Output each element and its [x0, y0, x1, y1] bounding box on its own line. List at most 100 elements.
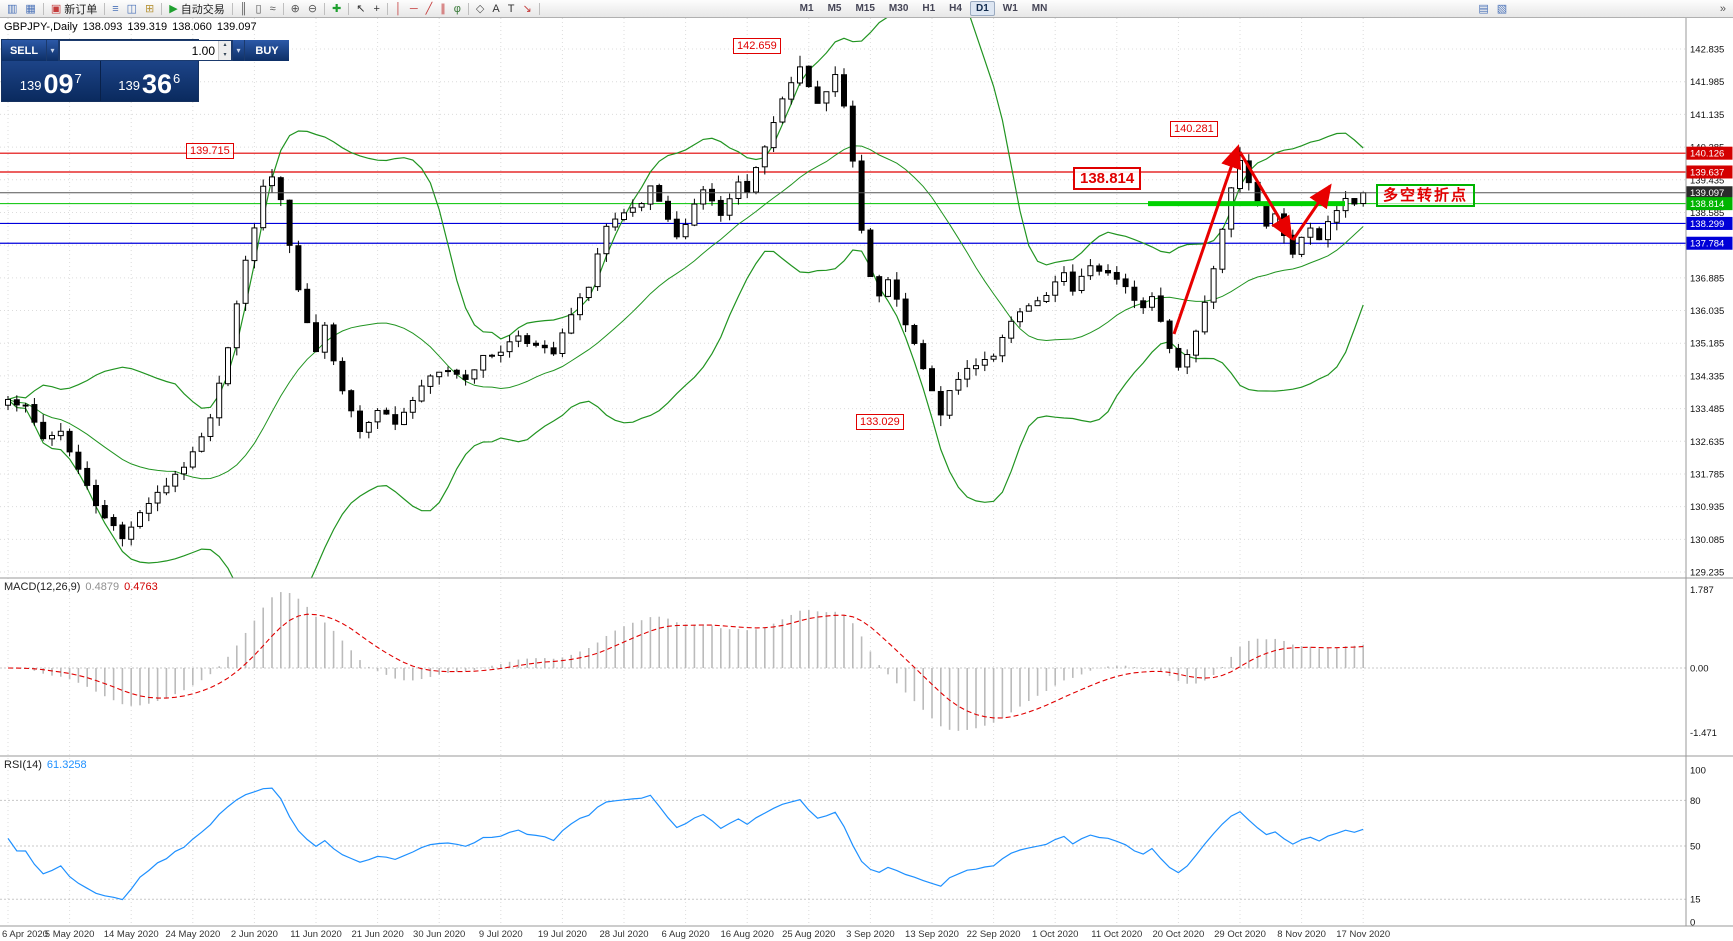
timeframe-d1-button[interactable]: D1	[969, 1, 995, 16]
timeframe-m1-button[interactable]: M1	[799, 3, 814, 14]
label-icon[interactable]: T	[504, 1, 519, 17]
toolbar-separator	[282, 2, 284, 15]
timeframe-mn-button[interactable]: MN	[1031, 3, 1048, 14]
price-annotation[interactable]: 133.029	[856, 414, 904, 430]
new-order-button-label: 新订单	[64, 3, 98, 16]
buy-button-label: BUY	[255, 44, 279, 57]
chart-grid	[0, 18, 1686, 926]
zoom-out-icon[interactable]: ⊖	[304, 1, 321, 17]
trendline-icon[interactable]: ╱	[422, 1, 437, 17]
price-badge-label: 138.299	[1690, 219, 1724, 230]
order-prices-row: 139 09 7 139 36 6	[2, 61, 198, 101]
tile-windows-icon[interactable]: ▤	[1474, 1, 1492, 17]
price-annotation[interactable]: 140.281	[1170, 121, 1218, 137]
toolbar-overflow-icon[interactable]: »	[1716, 1, 1730, 17]
toolbar-separator	[467, 2, 469, 15]
price-tick-label: 132.635	[1690, 437, 1724, 448]
price-tick-label: 139.435	[1690, 175, 1724, 186]
navigator-icon[interactable]: ⊞	[141, 1, 158, 17]
line-chart-icon[interactable]: ≈	[266, 1, 280, 17]
new-order-button[interactable]: ▣ 新订单	[47, 1, 101, 17]
sell-options-caret-icon[interactable]: ▾	[46, 40, 59, 61]
price-badge-label: 139.097	[1690, 188, 1724, 199]
price-badge-label: 139.637	[1690, 167, 1724, 178]
trend-arrow[interactable]	[1238, 151, 1293, 241]
buy-price-sup: 6	[173, 71, 181, 86]
data-window-icon[interactable]: ◫	[123, 1, 141, 17]
cascade-windows-icon[interactable]: ▧	[1493, 1, 1511, 17]
shapes-icon[interactable]: ◇	[472, 1, 488, 17]
price-annotation[interactable]: 142.659	[733, 38, 781, 54]
price-tick-label: 133.485	[1690, 404, 1724, 415]
zoom-in-icon[interactable]: ⊕	[287, 1, 304, 17]
toolbar-separator	[324, 2, 326, 15]
arrows-icon[interactable]: ↘	[518, 1, 535, 17]
timeframe-group: M1 M5 M15 M30 H1 H4 D1 W1 MN	[793, 0, 1055, 17]
timeframe-m5-button[interactable]: M5	[827, 3, 842, 14]
price-badge	[1686, 197, 1733, 211]
candles-icon[interactable]: ▯	[252, 1, 266, 17]
date-tick-label: 6 Aug 2020	[662, 929, 710, 940]
text-icon[interactable]: A	[488, 1, 503, 17]
price-annotation[interactable]: 139.715	[186, 143, 234, 159]
timeframe-m30-button[interactable]: M30	[888, 3, 909, 14]
text-icon-glyph: A	[492, 2, 500, 15]
volume-decrease-icon[interactable]: ▾	[219, 50, 231, 60]
fibonacci-icon[interactable]: φ	[450, 1, 465, 17]
volume-input[interactable]	[60, 41, 218, 60]
vertical-line-icon[interactable]: │	[391, 1, 406, 17]
rsi-value: 61.3258	[46, 759, 87, 771]
price-scale: 129.235 130.085 130.935 131.785 132.635 133.4…	[1685, 18, 1733, 929]
sell-button[interactable]: SELL	[2, 40, 46, 61]
buy-options-caret-icon[interactable]: ▾	[232, 40, 245, 61]
price-tick-label: 129.235	[1690, 568, 1724, 579]
trend-arrow[interactable]	[1291, 183, 1332, 241]
crosshair-icon[interactable]: +	[370, 1, 384, 17]
buy-button[interactable]: BUY	[245, 40, 289, 61]
rsi-tick-label: 15	[1690, 895, 1701, 906]
cursor-icon[interactable]: ↖	[352, 1, 369, 17]
autotrading-button[interactable]: ▶ 自动交易	[165, 1, 228, 17]
trend-arrow[interactable]	[1172, 144, 1242, 335]
horizontal-line-icon[interactable]: ─	[406, 1, 422, 17]
bars-icon[interactable]: ║	[236, 1, 252, 17]
new-chart-icon[interactable]: ▥	[3, 1, 21, 17]
timeframe-h4-button[interactable]: H4	[949, 3, 962, 14]
price-tick-label: 130.085	[1690, 535, 1724, 546]
date-tick-label: 22 Sep 2020	[967, 929, 1021, 940]
sell-price[interactable]: 139 09 7	[2, 61, 100, 101]
indicators-icon-glyph: ✚	[332, 2, 342, 15]
zoom-out-icon-glyph: ⊖	[307, 2, 318, 15]
bollinger-lower-band	[7, 249, 1364, 578]
line-chart-icon-glyph: ≈	[269, 2, 276, 15]
timeframe-m15-button[interactable]: M15	[855, 3, 875, 14]
price-tick-label: 134.335	[1690, 371, 1724, 382]
crosshair-icon-glyph: +	[373, 2, 380, 15]
toolbar-separator	[348, 2, 350, 15]
main-price-panel	[0, 18, 1686, 578]
date-tick-label: 3 Sep 2020	[846, 929, 895, 940]
channel-icon-glyph: ∥	[440, 2, 446, 15]
toolbar-separator	[231, 2, 233, 15]
profiles-icon[interactable]: ▦	[21, 1, 39, 17]
volume-increase-icon[interactable]: ▴	[219, 41, 231, 51]
timeframe-h1-button[interactable]: H1	[922, 3, 936, 14]
toolbar-main-group: ▥ ▦ ▣ 新订单 ≡ ◫ ⊞ ▶ 自动交易 ║ ▯ ≈ ⊕ ⊖ ✚ ↖ + │ ─ ╱ ∥ φ ◇ A T ↘	[3, 0, 543, 17]
buy-price[interactable]: 139 36 6	[100, 61, 198, 101]
price-tick-label: 142.835	[1690, 45, 1724, 56]
bull-bear-note[interactable]: 多空转折点	[1376, 184, 1476, 207]
price-badge	[1686, 216, 1733, 230]
price-annotation[interactable]: 138.814	[1073, 167, 1142, 190]
rsi-tick-label: 50	[1690, 842, 1701, 853]
channel-icon[interactable]: ∥	[436, 1, 450, 17]
market-watch-icon[interactable]: ≡	[108, 1, 122, 17]
timeframe-w1-button[interactable]: W1	[1002, 3, 1018, 14]
date-tick-label: 24 May 2020	[165, 929, 220, 940]
date-tick-label: 19 Jul 2020	[538, 929, 587, 940]
ohlc-open: 138.093	[82, 21, 123, 33]
toolbar-separator	[161, 2, 163, 15]
date-tick-label: 2 Jun 2020	[231, 929, 278, 940]
date-tick-label: 30 Jun 2020	[413, 929, 465, 940]
indicators-icon[interactable]: ✚	[328, 1, 345, 17]
